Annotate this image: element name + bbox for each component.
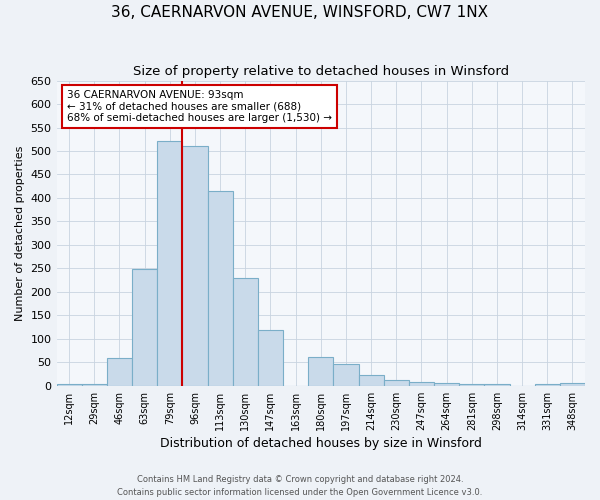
Text: 36 CAERNARVON AVENUE: 93sqm
← 31% of detached houses are smaller (688)
68% of se: 36 CAERNARVON AVENUE: 93sqm ← 31% of det…	[67, 90, 332, 123]
Bar	[334, 364, 359, 386]
Bar	[182, 146, 208, 386]
Bar	[560, 384, 585, 386]
Y-axis label: Number of detached properties: Number of detached properties	[15, 146, 25, 321]
Bar	[208, 191, 233, 386]
X-axis label: Distribution of detached houses by size in Winsford: Distribution of detached houses by size …	[160, 437, 482, 450]
Bar	[383, 380, 409, 386]
Text: Contains HM Land Registry data © Crown copyright and database right 2024.
Contai: Contains HM Land Registry data © Crown c…	[118, 476, 482, 497]
Bar	[359, 376, 383, 386]
Bar	[535, 384, 560, 386]
Title: Size of property relative to detached houses in Winsford: Size of property relative to detached ho…	[133, 65, 509, 78]
Bar	[132, 270, 157, 386]
Text: 36, CAERNARVON AVENUE, WINSFORD, CW7 1NX: 36, CAERNARVON AVENUE, WINSFORD, CW7 1NX	[112, 5, 488, 20]
Bar	[409, 382, 434, 386]
Bar	[459, 384, 484, 386]
Bar	[308, 356, 334, 386]
Bar	[107, 358, 132, 386]
Bar	[484, 384, 509, 386]
Bar	[233, 278, 258, 386]
Bar	[82, 384, 107, 386]
Bar	[157, 140, 182, 386]
Bar	[56, 384, 82, 386]
Bar	[434, 384, 459, 386]
Bar	[258, 330, 283, 386]
